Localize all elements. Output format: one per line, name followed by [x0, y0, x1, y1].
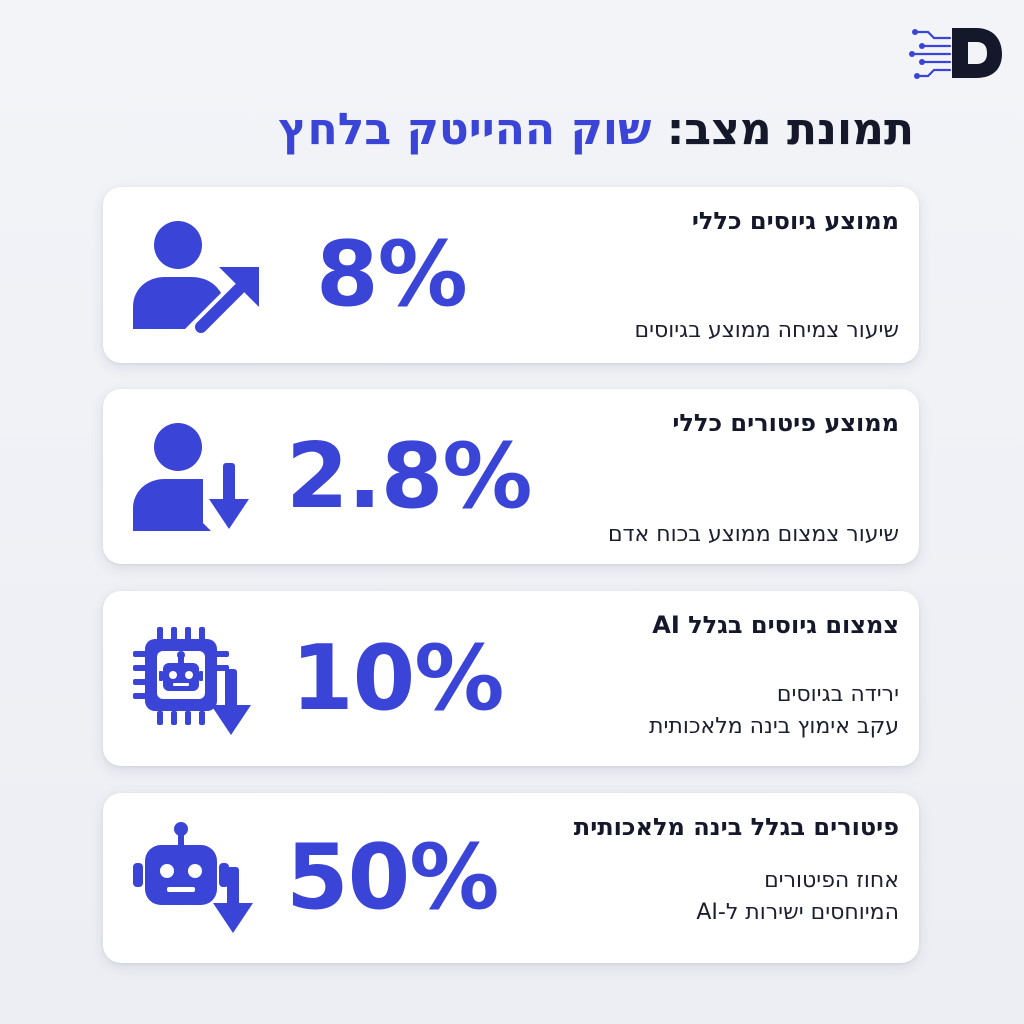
stat-card-ai-hiring: צמצום גיוסים בגלל AI ירידה בגיוסים עקב א… — [103, 591, 919, 766]
brand-logo-icon — [909, 28, 1002, 79]
card-value: 10% — [291, 625, 504, 731]
title-prefix: תמונת מצב: — [666, 104, 914, 155]
ai-chip-arrow-down-icon — [133, 627, 251, 735]
card-heading: צמצום גיוסים בגלל AI — [652, 611, 899, 639]
page-title: תמונת מצב: שוק ההייטק בלחץ — [278, 102, 914, 158]
card-description-line: המיוחסים ישירות ל-AI — [696, 900, 899, 925]
card-heading: ממוצע פיטורים כללי — [672, 409, 899, 437]
robot-arrow-down-icon — [133, 822, 253, 933]
card-description-line: ירידה בגיוסים — [776, 682, 899, 707]
title-highlight: שוק ההייטק בלחץ — [278, 104, 652, 155]
card-description-line: שיעור צמצום ממוצע בכוח אדם — [607, 522, 899, 547]
card-heading: ממוצע גיוסים כללי — [691, 207, 899, 235]
person-arrow-down-icon — [133, 423, 249, 531]
card-value: 8% — [316, 222, 468, 327]
card-heading: פיטורים בגלל בינה מלאכותית — [573, 813, 899, 841]
stat-card-layoffs: ממוצע פיטורים כללי שיעור צמצום ממוצע בכו… — [103, 389, 919, 564]
card-description: שיעור צמצום ממוצע בכוח אדם — [608, 519, 899, 551]
card-description-line: עקב אימוץ בינה מלאכותית — [649, 714, 899, 739]
card-description-line: שיעור צמיחה ממוצע בגיוסים — [634, 318, 899, 343]
card-description: ירידה בגיוסים עקב אימוץ בינה מלאכותית — [649, 679, 899, 743]
card-value: 2.8% — [286, 423, 533, 529]
card-description-line: אחוז הפיטורים — [764, 868, 899, 893]
card-description: שיעור צמיחה ממוצע בגיוסים — [634, 315, 899, 347]
card-description: אחוז הפיטורים המיוחסים ישירות ל-AI — [696, 865, 899, 929]
stat-card-hiring: ממוצע גיוסים כללי שיעור צמיחה ממוצע בגיו… — [103, 187, 919, 363]
card-value: 50% — [286, 825, 499, 930]
person-trend-up-icon — [133, 221, 259, 333]
stat-card-ai-layoffs: פיטורים בגלל בינה מלאכותית אחוז הפיטורים… — [103, 793, 919, 963]
